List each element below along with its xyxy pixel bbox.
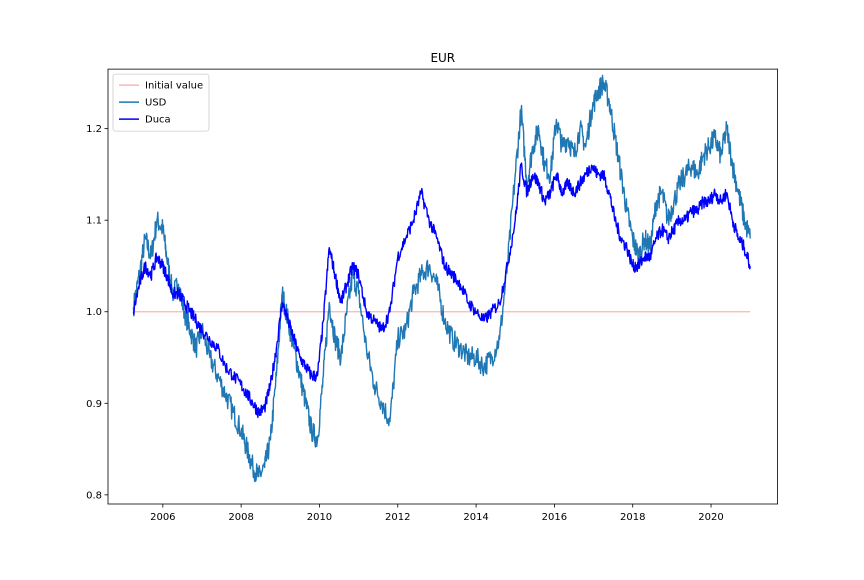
- y-tick-label: 1.1: [86, 216, 102, 227]
- y-axis: 0.8 0.9 1.0 1.1 1.2: [86, 124, 108, 501]
- x-tick-label: 2018: [620, 512, 645, 523]
- y-tick-label: 1.0: [86, 307, 102, 318]
- x-tick-label: 2010: [307, 512, 332, 523]
- legend-label: Duca: [145, 115, 171, 126]
- chart-title: EUR: [430, 51, 455, 65]
- y-tick-label: 0.9: [86, 399, 102, 410]
- y-tick-label: 1.2: [86, 124, 102, 135]
- x-tick-label: 2020: [698, 512, 723, 523]
- axes-frame: [107, 68, 778, 505]
- series-line-usd: [132, 74, 751, 483]
- x-axis: 2006 2008 2010 2012 2014 2016 2018 2020: [150, 504, 724, 523]
- series-layer: [132, 74, 751, 483]
- legend: Initial value USD Duca: [112, 73, 210, 132]
- x-tick-label: 2006: [150, 512, 175, 523]
- legend-label: Initial value: [145, 81, 203, 92]
- legend-label: USD: [145, 98, 167, 109]
- x-tick-label: 2012: [385, 512, 410, 523]
- x-tick-label: 2014: [463, 512, 488, 523]
- series-line-duca: [132, 162, 751, 419]
- legend-box: [112, 73, 210, 132]
- x-tick-label: 2008: [228, 512, 253, 523]
- y-tick-label: 0.8: [86, 490, 102, 501]
- x-tick-label: 2016: [542, 512, 567, 523]
